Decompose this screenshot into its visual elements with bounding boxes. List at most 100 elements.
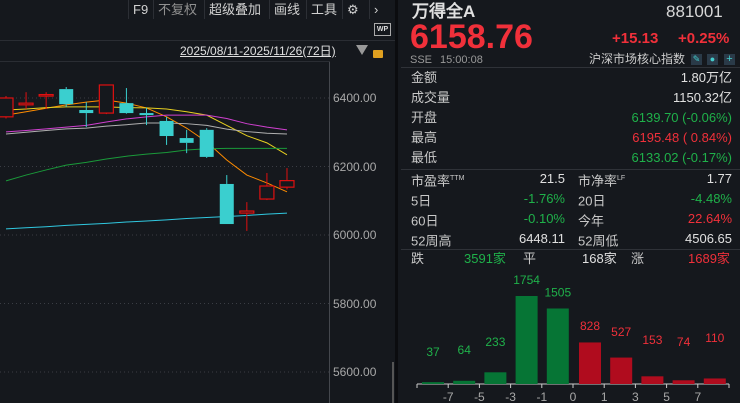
- bar-value-label: 37: [426, 345, 440, 359]
- price-tick: 5600.00: [333, 365, 377, 379]
- overlay-button[interactable]: 超级叠加: [204, 0, 265, 19]
- candle: [219, 175, 234, 225]
- candle: [119, 88, 134, 114]
- scrollbar[interactable]: [392, 362, 394, 403]
- metric-value: 6448.11: [518, 231, 565, 246]
- price-tick: 5800.00: [333, 296, 377, 311]
- distribution-bar: [610, 357, 633, 384]
- metric-label: 市盈率TTM: [411, 171, 464, 189]
- candle-body: [79, 109, 94, 114]
- candle: [259, 173, 275, 201]
- metric-name: 60日: [411, 213, 439, 229]
- metric-name: 市盈率: [411, 173, 451, 189]
- candle-body: [59, 89, 74, 105]
- candle: [279, 168, 295, 190]
- x-tick-label: 5: [663, 390, 670, 403]
- x-tick-label: -5: [474, 390, 485, 403]
- exchange: SSE: [410, 54, 433, 66]
- metric-name: 20日: [578, 193, 606, 209]
- distribution-bar: [641, 376, 664, 384]
- candle-body: [179, 138, 194, 143]
- candle: [159, 116, 174, 145]
- candle: [38, 92, 54, 109]
- wp-icon[interactable]: WP: [374, 23, 391, 36]
- distribution-bar: [453, 380, 476, 384]
- metric-name: 52周高: [411, 233, 452, 249]
- candle-body: [18, 102, 34, 106]
- unlock-icon[interactable]: [373, 50, 383, 58]
- metric-value: 21.5: [539, 171, 565, 186]
- metric-suffix: LF: [617, 175, 626, 182]
- candle-body: [38, 93, 54, 97]
- bar-value-label: 1505: [544, 285, 571, 299]
- x-tick-label: -3: [505, 390, 516, 403]
- candle-body: [159, 120, 174, 137]
- candle-body: [279, 180, 295, 188]
- date-range-selector[interactable]: 2025/08/11-2025/11/26(72日): [180, 44, 336, 58]
- divider: [401, 249, 740, 250]
- distribution-bar: [546, 308, 569, 384]
- metric-name: 今年: [578, 213, 605, 229]
- divider: [401, 67, 740, 68]
- bar-value-label: 74: [677, 335, 691, 349]
- price-axis-line: [329, 62, 330, 403]
- divider: [401, 169, 740, 170]
- edit-icon[interactable]: ✎: [691, 54, 702, 65]
- plus-icon[interactable]: +: [724, 54, 735, 65]
- x-tick-label: 1: [601, 390, 608, 403]
- candle: [0, 95, 14, 119]
- bar-value-label: 153: [642, 333, 662, 347]
- x-tick-label: 7: [694, 390, 701, 403]
- metric-value: -0.10%: [523, 211, 565, 226]
- x-tick-label: 0: [570, 390, 577, 403]
- index-category: 沪深市场核心指数: [589, 52, 686, 66]
- down-label: 跌: [411, 251, 425, 266]
- kline-chart[interactable]: [0, 62, 395, 403]
- metric-name: 52周低: [578, 233, 619, 249]
- metric-value: 22.64%: [687, 211, 732, 226]
- candle: [199, 128, 214, 158]
- candle: [139, 107, 154, 126]
- tools-button[interactable]: 工具: [306, 0, 341, 19]
- candle-body: [98, 84, 114, 114]
- candle: [239, 202, 255, 231]
- triangle-down-icon[interactable]: [356, 45, 368, 55]
- metric-label: 52周高: [411, 231, 451, 249]
- adjust-button[interactable]: 不复权: [153, 0, 201, 19]
- moving-average-line: [5, 147, 287, 182]
- divider: [0, 40, 395, 41]
- up-count: 1689家: [688, 251, 730, 266]
- moving-average-line: [5, 106, 288, 156]
- bar-value-label: 1754: [513, 273, 540, 287]
- stat-value: 1150.32亿: [672, 90, 732, 105]
- f9-button[interactable]: F9: [128, 0, 152, 19]
- metric-label: 60日: [411, 211, 438, 229]
- down-count: 3591家: [464, 251, 506, 266]
- candle: [79, 102, 94, 128]
- candle: [59, 87, 74, 107]
- metric-name: 5日: [411, 193, 432, 209]
- metric-label: 5日: [411, 191, 431, 209]
- chevron-right-icon[interactable]: ›: [369, 0, 395, 19]
- metric-value: 4506.65: [685, 231, 732, 246]
- candle-body: [239, 210, 255, 214]
- distribution-bar: [703, 378, 726, 384]
- bar-value-label: 110: [705, 331, 724, 345]
- gear-icon[interactable]: ⚙: [342, 0, 368, 19]
- distribution-bar: [579, 342, 601, 384]
- stat-label: 金额: [411, 70, 438, 85]
- bell-icon[interactable]: ●: [707, 54, 718, 65]
- metric-value: -1.76%: [523, 191, 565, 206]
- x-tick-label: 3: [632, 390, 639, 403]
- stat-label: 最低: [411, 150, 438, 165]
- moving-average-line: [5, 212, 288, 230]
- stat-value: 6139.70 (-0.06%): [631, 110, 732, 125]
- stat-label: 开盘: [411, 110, 438, 125]
- metric-label: 市净率LF: [578, 171, 625, 189]
- candle-body: [139, 113, 154, 116]
- draw-button[interactable]: 画线: [269, 0, 304, 19]
- stat-label: 最高: [411, 130, 438, 145]
- metric-label: 今年: [578, 211, 604, 229]
- flat-label: 平: [523, 251, 537, 266]
